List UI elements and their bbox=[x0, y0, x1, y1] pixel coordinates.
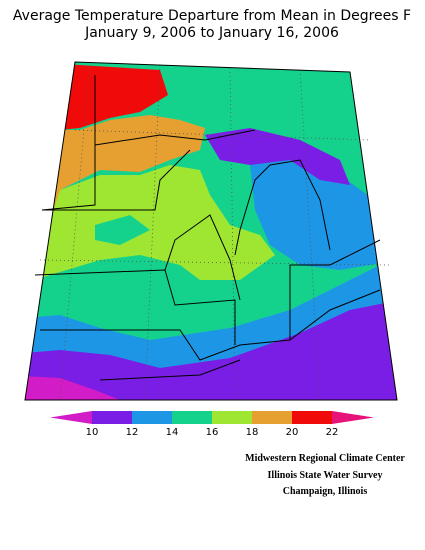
colorbar-segment bbox=[172, 411, 212, 424]
credit-line: Midwestern Regional Climate Center bbox=[245, 453, 405, 464]
colorbar-tick-label: 12 bbox=[126, 427, 139, 438]
map-frame bbox=[24, 61, 398, 401]
colorbar-tick-label: 14 bbox=[166, 427, 179, 438]
colorbar-tick-label: 10 bbox=[86, 427, 99, 438]
credit-line: Illinois State Water Survey bbox=[268, 470, 383, 481]
colorbar-segment bbox=[252, 411, 292, 424]
colorbar-segment bbox=[212, 411, 252, 424]
colorbar-segment bbox=[132, 411, 172, 424]
credit-line: Champaign, Illinois bbox=[283, 486, 368, 497]
colorbar-tick-label: 16 bbox=[206, 427, 219, 438]
title-line-2: January 9, 2006 to January 16, 2006 bbox=[84, 25, 339, 41]
colorbar-low-end bbox=[50, 411, 92, 424]
title-line-1: Average Temperature Departure from Mean … bbox=[13, 8, 411, 24]
colorbar: 10 12 14 16 18 20 22 bbox=[50, 411, 374, 438]
colorbar-segment bbox=[292, 411, 332, 424]
colorbar-tick-label: 22 bbox=[326, 427, 339, 438]
colorbar-segment bbox=[92, 411, 132, 424]
colorbar-high-end bbox=[332, 411, 374, 424]
colorbar-tick-label: 20 bbox=[286, 427, 299, 438]
colorbar-tick-label: 18 bbox=[246, 427, 259, 438]
map bbox=[25, 62, 397, 400]
map-lines bbox=[34, 61, 391, 401]
